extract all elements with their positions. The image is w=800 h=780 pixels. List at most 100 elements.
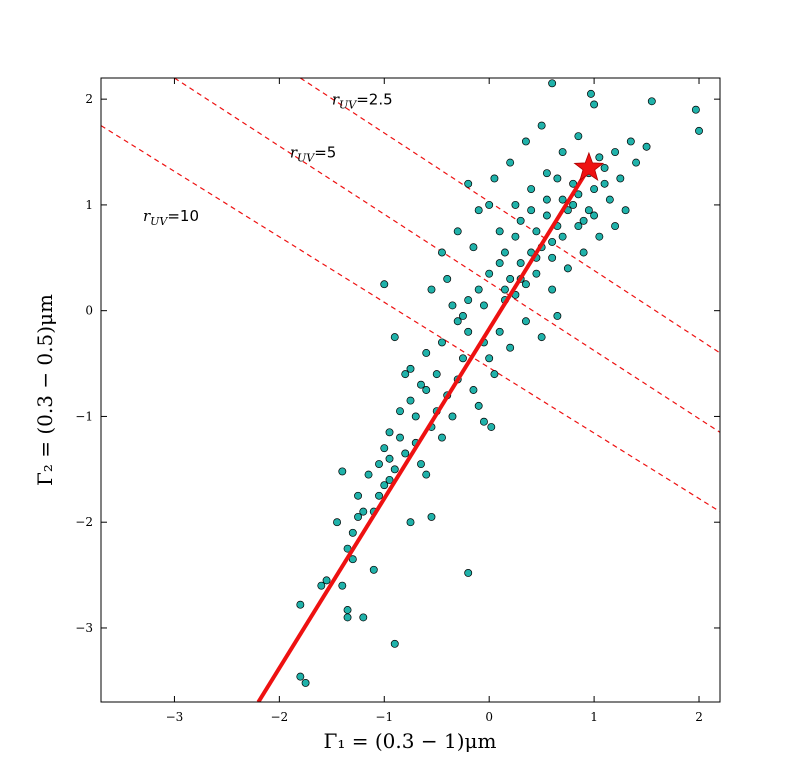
data-point-26 [380,444,389,453]
data-point-70 [542,211,551,220]
data-point-54 [448,301,457,310]
data-point-122 [459,312,467,320]
data-point-124 [516,216,525,225]
y-tick-label-5: 2 [85,92,93,106]
data-point-7 [343,606,352,614]
data-point-92 [548,79,557,88]
data-point-116 [595,232,604,241]
data-point-28 [401,449,410,458]
data-point-2 [296,600,305,609]
data-point-68 [532,227,541,236]
fit-line-layer [256,166,591,702]
data-point-91 [695,126,703,135]
data-point-71 [548,253,557,262]
data-point-148 [354,512,362,521]
data-point-38 [390,333,399,342]
star-marker [573,151,605,181]
data-point-131 [584,206,593,215]
data-points [296,79,703,687]
data-point-89 [647,97,656,106]
data-point-40 [422,349,431,357]
data-point-59 [485,354,494,363]
data-point-81 [600,163,609,172]
data-point-112 [532,269,541,278]
data-point-66 [521,280,530,289]
data-point-136 [558,232,567,241]
data-point-128 [542,195,551,204]
data-point-25 [385,428,394,437]
data-point-5 [338,581,347,590]
data-point-51 [487,423,496,431]
data-point-145 [396,433,404,442]
data-point-115 [579,248,588,257]
data-point-90 [691,105,700,114]
data-point-36 [401,370,410,379]
data-point-73 [558,195,567,204]
data-point-133 [527,206,536,215]
data-point-101 [485,200,494,209]
x-tick-label-5: 2 [695,710,703,724]
data-point-114 [563,264,572,273]
data-point-119 [537,333,546,342]
data-point-44 [448,412,457,421]
data-point-56 [464,296,473,305]
data-point-24 [427,512,436,521]
data-point-93 [587,89,595,98]
data-point-23 [406,518,415,527]
data-point-144 [411,412,420,421]
data-point-113 [548,285,557,294]
data-point-8 [359,613,368,622]
data-point-96 [521,137,530,146]
data-point-126 [485,269,494,278]
data-point-77 [579,216,588,225]
data-point-37 [406,364,415,373]
fit-line [256,166,591,702]
data-point-15 [338,467,347,476]
data-point-134 [511,232,520,241]
data-point-137 [574,222,583,231]
data-point-82 [605,195,614,204]
data-point-0 [296,672,305,681]
data-point-110 [558,148,567,156]
data-point-95 [537,121,546,130]
data-point-120 [553,312,562,320]
data-point-39 [417,380,425,389]
data-point-13 [390,639,399,648]
data-point-12 [348,555,357,564]
data-point-109 [542,169,551,178]
data-point-111 [574,132,583,141]
data-point-97 [506,158,515,167]
data-point-33 [422,470,431,479]
dashed-line-0 [300,78,720,354]
data-point-132 [600,179,609,188]
data-point-98 [490,174,499,183]
data-point-35 [380,280,389,289]
data-point-105 [469,243,478,252]
data-point-143 [422,386,431,394]
star-marker-layer [573,151,605,181]
dashed-line-1 [174,78,720,433]
data-point-142 [500,285,509,294]
data-point-53 [438,433,446,442]
data-point-94 [590,100,599,109]
data-point-149 [348,528,357,537]
data-point-14 [464,569,473,577]
data-point-129 [553,174,562,183]
annotation-ruv-0: rUV=2.5 [332,90,393,111]
data-point-121 [506,343,515,352]
data-point-130 [569,200,578,209]
data-point-123 [443,274,452,283]
dashed-line-2 [101,125,720,513]
data-point-65 [516,259,525,268]
data-point-17 [354,491,362,500]
y-tick-label-4: 1 [85,198,93,212]
data-point-108 [527,185,536,194]
annotations: rUV=2.5 rUV=5 rUV=10 [143,90,393,227]
data-point-63 [506,274,515,283]
data-point-55 [453,317,462,326]
data-point-46 [459,354,467,363]
data-point-80 [595,153,604,162]
data-point-60 [490,370,499,379]
data-point-139 [548,237,557,246]
data-point-18 [380,481,389,490]
